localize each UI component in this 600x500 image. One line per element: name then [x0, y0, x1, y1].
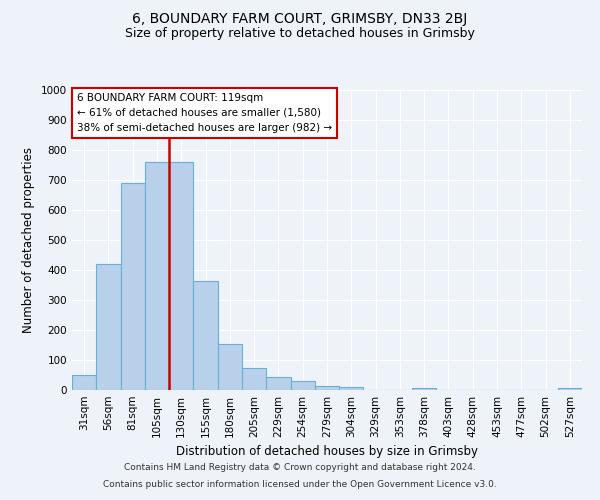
Bar: [145, 162, 169, 390]
Text: 6, BOUNDARY FARM COURT, GRIMSBY, DN33 2BJ: 6, BOUNDARY FARM COURT, GRIMSBY, DN33 2B…: [133, 12, 467, 26]
Bar: [266, 378, 290, 390]
Text: Contains HM Land Registry data © Crown copyright and database right 2024.: Contains HM Land Registry data © Crown c…: [124, 464, 476, 472]
Bar: [169, 162, 193, 390]
Bar: [290, 381, 315, 390]
Text: 6 BOUNDARY FARM COURT: 119sqm
← 61% of detached houses are smaller (1,580)
38% o: 6 BOUNDARY FARM COURT: 119sqm ← 61% of d…: [77, 93, 332, 132]
Bar: [96, 264, 121, 390]
Bar: [315, 386, 339, 390]
Text: Size of property relative to detached houses in Grimsby: Size of property relative to detached ho…: [125, 28, 475, 40]
Y-axis label: Number of detached properties: Number of detached properties: [22, 147, 35, 333]
Bar: [121, 183, 145, 390]
Bar: [193, 280, 218, 390]
Bar: [412, 388, 436, 390]
Text: Contains public sector information licensed under the Open Government Licence v3: Contains public sector information licen…: [103, 480, 497, 489]
Bar: [218, 344, 242, 390]
X-axis label: Distribution of detached houses by size in Grimsby: Distribution of detached houses by size …: [176, 446, 478, 458]
Bar: [242, 368, 266, 390]
Bar: [72, 375, 96, 390]
Bar: [558, 388, 582, 390]
Bar: [339, 387, 364, 390]
